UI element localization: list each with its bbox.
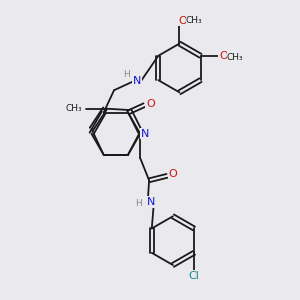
Text: O: O xyxy=(146,99,155,109)
Text: CH₃: CH₃ xyxy=(227,53,244,62)
Text: O: O xyxy=(219,51,228,61)
Text: N: N xyxy=(146,197,155,207)
Text: H: H xyxy=(135,199,142,208)
Text: CH₃: CH₃ xyxy=(186,16,202,25)
Text: N: N xyxy=(140,129,149,139)
Text: O: O xyxy=(169,169,177,179)
Text: CH₃: CH₃ xyxy=(66,104,82,113)
Text: O: O xyxy=(178,16,188,26)
Text: N: N xyxy=(133,76,141,86)
Text: Cl: Cl xyxy=(189,271,200,281)
Text: H: H xyxy=(123,70,130,79)
